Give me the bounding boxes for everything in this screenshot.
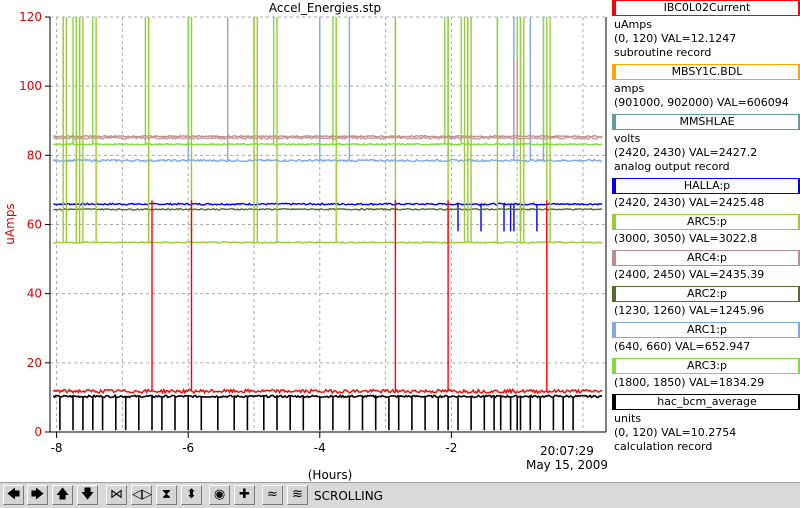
x-tick-label: -8 <box>51 441 63 455</box>
legend-item-detail: subroutine record <box>614 46 712 59</box>
y-tick-label: 20 <box>27 356 42 370</box>
series-line-ibc0l02current <box>52 200 603 395</box>
legend-item-detail: (3000, 3050) VAL=3022.8 <box>614 232 758 245</box>
legend-item-name: MMSHLAE <box>612 114 800 130</box>
y-tick-label: 60 <box>27 218 42 232</box>
toolbar: 🡄 🡆 🡅 🡇 ⋈ ◁▷ ⧗ ⬍ ◉ ✚ ≈ ≋ SCROLLING <box>0 482 800 508</box>
legend-item-name: HALLA:p <box>612 178 800 194</box>
legend-item-detail: (2400, 2450) VAL=2435.39 <box>614 268 765 281</box>
y-tick-label: 120 <box>19 10 42 24</box>
status-text: SCROLLING <box>314 489 383 503</box>
end-time-label: 20:07:29 <box>540 444 594 458</box>
y-tick-label: 0 <box>34 425 42 439</box>
legend-item-detail: (1800, 1850) VAL=1834.29 <box>614 376 765 389</box>
legend-item-detail: uAmps <box>614 18 652 31</box>
y-tick-label: 40 <box>27 287 42 301</box>
y-tick-label: 80 <box>27 148 42 162</box>
legend-item-name: ARC5:p <box>612 214 800 230</box>
legend-panel: IBC0L02Current uAmps (0, 120) VAL=12.1247 s… <box>610 0 800 482</box>
autoscale-alt-button[interactable]: ≋ <box>287 485 308 505</box>
strip-chart[interactable]: 0 20 40 60 80 100 120 -8 -6 -4 -2 Accel_Energies.s… <box>0 0 610 482</box>
legend-item-name: ARC3:p <box>612 358 800 374</box>
legend-item-detail: (2420, 2430) VAL=2425.48 <box>614 196 765 209</box>
legend-item-name: hac_bcm_average <box>612 394 800 410</box>
legend-item-detail: analog output record <box>614 160 730 173</box>
scroll-up-button[interactable]: 🡅 <box>52 485 73 505</box>
legend-item-detail: (640, 660) VAL=652.947 <box>614 340 751 353</box>
series-line-arc5-p <box>52 17 603 245</box>
x-tick-label: -4 <box>314 441 326 455</box>
legend-item-detail: (0, 120) VAL=12.1247 <box>614 32 737 45</box>
x-tick-label: -6 <box>182 441 194 455</box>
add-button[interactable]: ✚ <box>234 485 255 505</box>
scroll-down-button[interactable]: 🡇 <box>77 485 98 505</box>
end-date-label: May 15, 2009 <box>526 458 608 472</box>
y-tick-label: 100 <box>19 79 42 93</box>
legend-item-detail: (1230, 1260) VAL=1245.96 <box>614 304 765 317</box>
legend-item-detail: volts <box>614 132 641 145</box>
zoom-out-x-button[interactable]: ◁▷ <box>131 485 152 505</box>
legend-item-detail: amps <box>614 82 645 95</box>
legend-item-name: ARC2:p <box>612 286 800 302</box>
legend-item-detail: (0, 120) VAL=10.2754 <box>614 426 737 439</box>
series-line-arc2-p <box>53 207 603 211</box>
scroll-left-button[interactable]: 🡄 <box>3 485 24 505</box>
x-axis-title: (Hours) <box>308 468 353 482</box>
legend-item-detail: calculation record <box>614 440 713 453</box>
legend-item-name: ARC4:p <box>612 250 800 266</box>
x-tick-label: -2 <box>445 441 457 455</box>
zoom-out-y-button[interactable]: ⬍ <box>181 485 202 505</box>
legend-item-detail: (901000, 902000) VAL=606094 <box>614 96 789 109</box>
zoom-in-y-button[interactable]: ⧗ <box>156 485 177 505</box>
legend-item-name: MBSY1C.BDL <box>612 64 800 80</box>
series-line-mmshlae <box>53 58 603 141</box>
legend-item-name: ARC1:p <box>612 322 800 338</box>
series-line-hac-bcm-average <box>52 393 603 431</box>
series-line-arc4-p <box>52 134 603 138</box>
legend-item-detail: (2420, 2430) VAL=2427.2 <box>614 146 758 159</box>
zoom-in-x-button[interactable]: ⋈ <box>106 485 127 505</box>
legend-item-name: IBC0L02Current <box>612 0 800 16</box>
series-layer <box>52 17 603 431</box>
legend-item-detail: units <box>614 412 642 425</box>
center-button[interactable]: ◉ <box>209 485 230 505</box>
scroll-right-button[interactable]: 🡆 <box>27 485 48 505</box>
autoscale-button[interactable]: ≈ <box>262 485 283 505</box>
tick-labels: 0 20 40 60 80 100 120 -8 -6 -4 -2 <box>19 10 457 455</box>
y-axis-title: uAmps <box>3 203 17 244</box>
chart-title: Accel_Energies.stp <box>269 1 381 15</box>
